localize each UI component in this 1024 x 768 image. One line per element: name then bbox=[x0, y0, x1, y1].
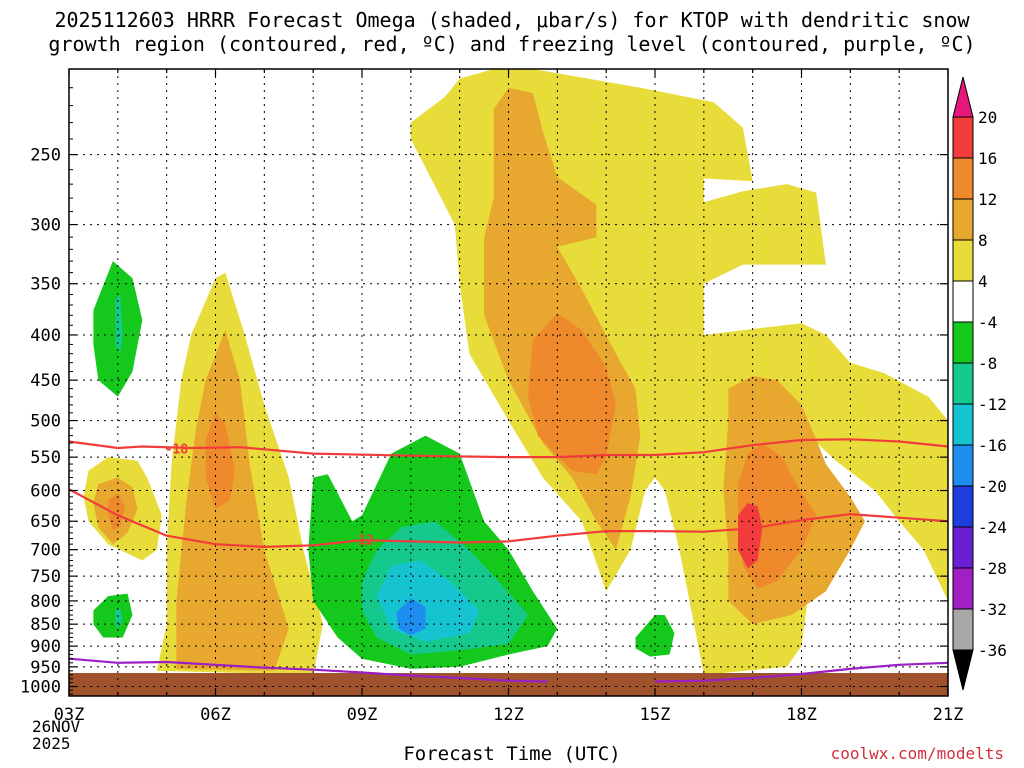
y-tick-label-350: 350 bbox=[30, 275, 61, 295]
contour-label-dgz-minus-12: -12 bbox=[350, 534, 373, 549]
colorbar-bin--28--24 bbox=[952, 526, 974, 569]
omega-shaded-regions bbox=[83, 69, 948, 675]
y-tick-label-1000: 1000 bbox=[20, 678, 61, 698]
y-tick-label-800: 800 bbox=[30, 592, 61, 612]
contour-labels: -18 -12 bbox=[165, 443, 374, 549]
colorbar-bin--32--28 bbox=[952, 567, 974, 610]
y-tick-label-400: 400 bbox=[30, 326, 61, 346]
y-tick-label-750: 750 bbox=[30, 567, 61, 587]
colorbar-label-20: 20 bbox=[978, 108, 997, 127]
colorbar-label-8: 8 bbox=[978, 231, 988, 250]
source-credit: coolwx.com/modelts bbox=[830, 744, 1004, 763]
x-tick-label-18Z: 18Z bbox=[786, 705, 817, 725]
x-tick-label-15Z: 15Z bbox=[640, 705, 671, 725]
colorbar-label-12: 12 bbox=[978, 190, 997, 209]
omega-region-lower-left-descent-4 bbox=[93, 593, 133, 638]
contour-freezing-level-left bbox=[69, 657, 548, 683]
y-tick-label-900: 900 bbox=[30, 637, 61, 657]
colorbar-label--20: -20 bbox=[978, 477, 1007, 496]
chart-title-line-1: 2025112603 HRRR Forecast Omega (shaded, … bbox=[54, 8, 970, 32]
colorbar-bin--12--8 bbox=[952, 362, 974, 405]
colorbar-label--32: -32 bbox=[978, 600, 1007, 619]
colorbar-label--8: -8 bbox=[978, 354, 997, 373]
y-tick-label-300: 300 bbox=[30, 216, 61, 236]
x-tick-label-12Z: 12Z bbox=[493, 705, 524, 725]
colorbar-bin--20--16 bbox=[952, 444, 974, 487]
colorbar-label--12: -12 bbox=[978, 395, 1007, 414]
colorbar-bin--4-4 bbox=[952, 280, 974, 323]
colorbar-label--16: -16 bbox=[978, 436, 1007, 455]
colorbar-bin--24--20 bbox=[952, 485, 974, 528]
y-axis-ticks: 2503003504004505005506006507007508008509… bbox=[20, 87, 948, 698]
colorbar-bin-12-16 bbox=[952, 157, 974, 200]
omega-region-mid-ascent-8 bbox=[176, 330, 289, 671]
y-tick-label-850: 850 bbox=[30, 615, 61, 635]
colorbar-bin--16--12 bbox=[952, 403, 974, 446]
colorbar-bin-4-8 bbox=[952, 239, 974, 282]
colorbar-bin--36--32 bbox=[952, 608, 974, 651]
x-axis-ticks: 03Z 06Z 09Z 12Z 15Z 18Z 21Z bbox=[54, 69, 964, 725]
x-axis-label: Forecast Time (UTC) bbox=[403, 743, 621, 765]
colorbar-label--4: -4 bbox=[978, 313, 997, 332]
colorbar-top-arrow bbox=[952, 76, 974, 118]
contour-dgz-minus-18 bbox=[69, 438, 948, 459]
omega-region-mid-ascent-12 bbox=[205, 412, 235, 510]
colorbar-label--28: -28 bbox=[978, 559, 1007, 578]
omega-region-lower-left-descent-8 bbox=[115, 608, 123, 629]
x-tick-label-06Z: 06Z bbox=[200, 705, 231, 725]
y-tick-label-450: 450 bbox=[30, 371, 61, 391]
colorbar-bottom-arrow bbox=[952, 649, 974, 691]
colorbar-bin--8--4 bbox=[952, 321, 974, 364]
y-tick-label-600: 600 bbox=[30, 482, 61, 502]
y-tick-label-250: 250 bbox=[30, 146, 61, 166]
colorbar-label--24: -24 bbox=[978, 518, 1007, 537]
y-tick-label-500: 500 bbox=[30, 412, 61, 432]
colorbar-bin-8-12 bbox=[952, 198, 974, 241]
colorbar-label--36: -36 bbox=[978, 641, 1007, 660]
x-tick-label-03Z: 03Z bbox=[54, 705, 85, 725]
contour-label-dgz-minus-18: -18 bbox=[165, 443, 189, 458]
y-tick-label-700: 700 bbox=[30, 541, 61, 561]
colorbar-label-16: 16 bbox=[978, 149, 997, 168]
x-tick-label-21Z: 21Z bbox=[933, 705, 964, 725]
chart-title-line-2: growth region (contoured, red, ºC) and f… bbox=[48, 32, 976, 56]
contour-freezing-level-right bbox=[654, 661, 948, 683]
temperature-contours bbox=[69, 438, 948, 683]
x-tick-label-09Z: 09Z bbox=[347, 705, 378, 725]
y-tick-label-550: 550 bbox=[30, 448, 61, 468]
y-tick-label-950: 950 bbox=[30, 658, 61, 678]
start-date-label: 26NOV 2025 bbox=[32, 717, 81, 753]
colorbar-bin-16-20 bbox=[952, 116, 974, 159]
y-tick-label-650: 650 bbox=[30, 512, 61, 532]
contour-dgz-minus-12 bbox=[69, 488, 948, 549]
omega-colorbar: 20 16 12 8 4 -4 -8 -12 -16 -20 -24 -28 -32 -36 bbox=[952, 76, 1007, 691]
omega-region-upper-ascent-12 bbox=[528, 313, 616, 475]
colorbar-label-4: 4 bbox=[978, 272, 988, 291]
omega-region-upper-descent-8 bbox=[115, 294, 123, 354]
omega-region-right-ascent-16 bbox=[738, 503, 763, 569]
